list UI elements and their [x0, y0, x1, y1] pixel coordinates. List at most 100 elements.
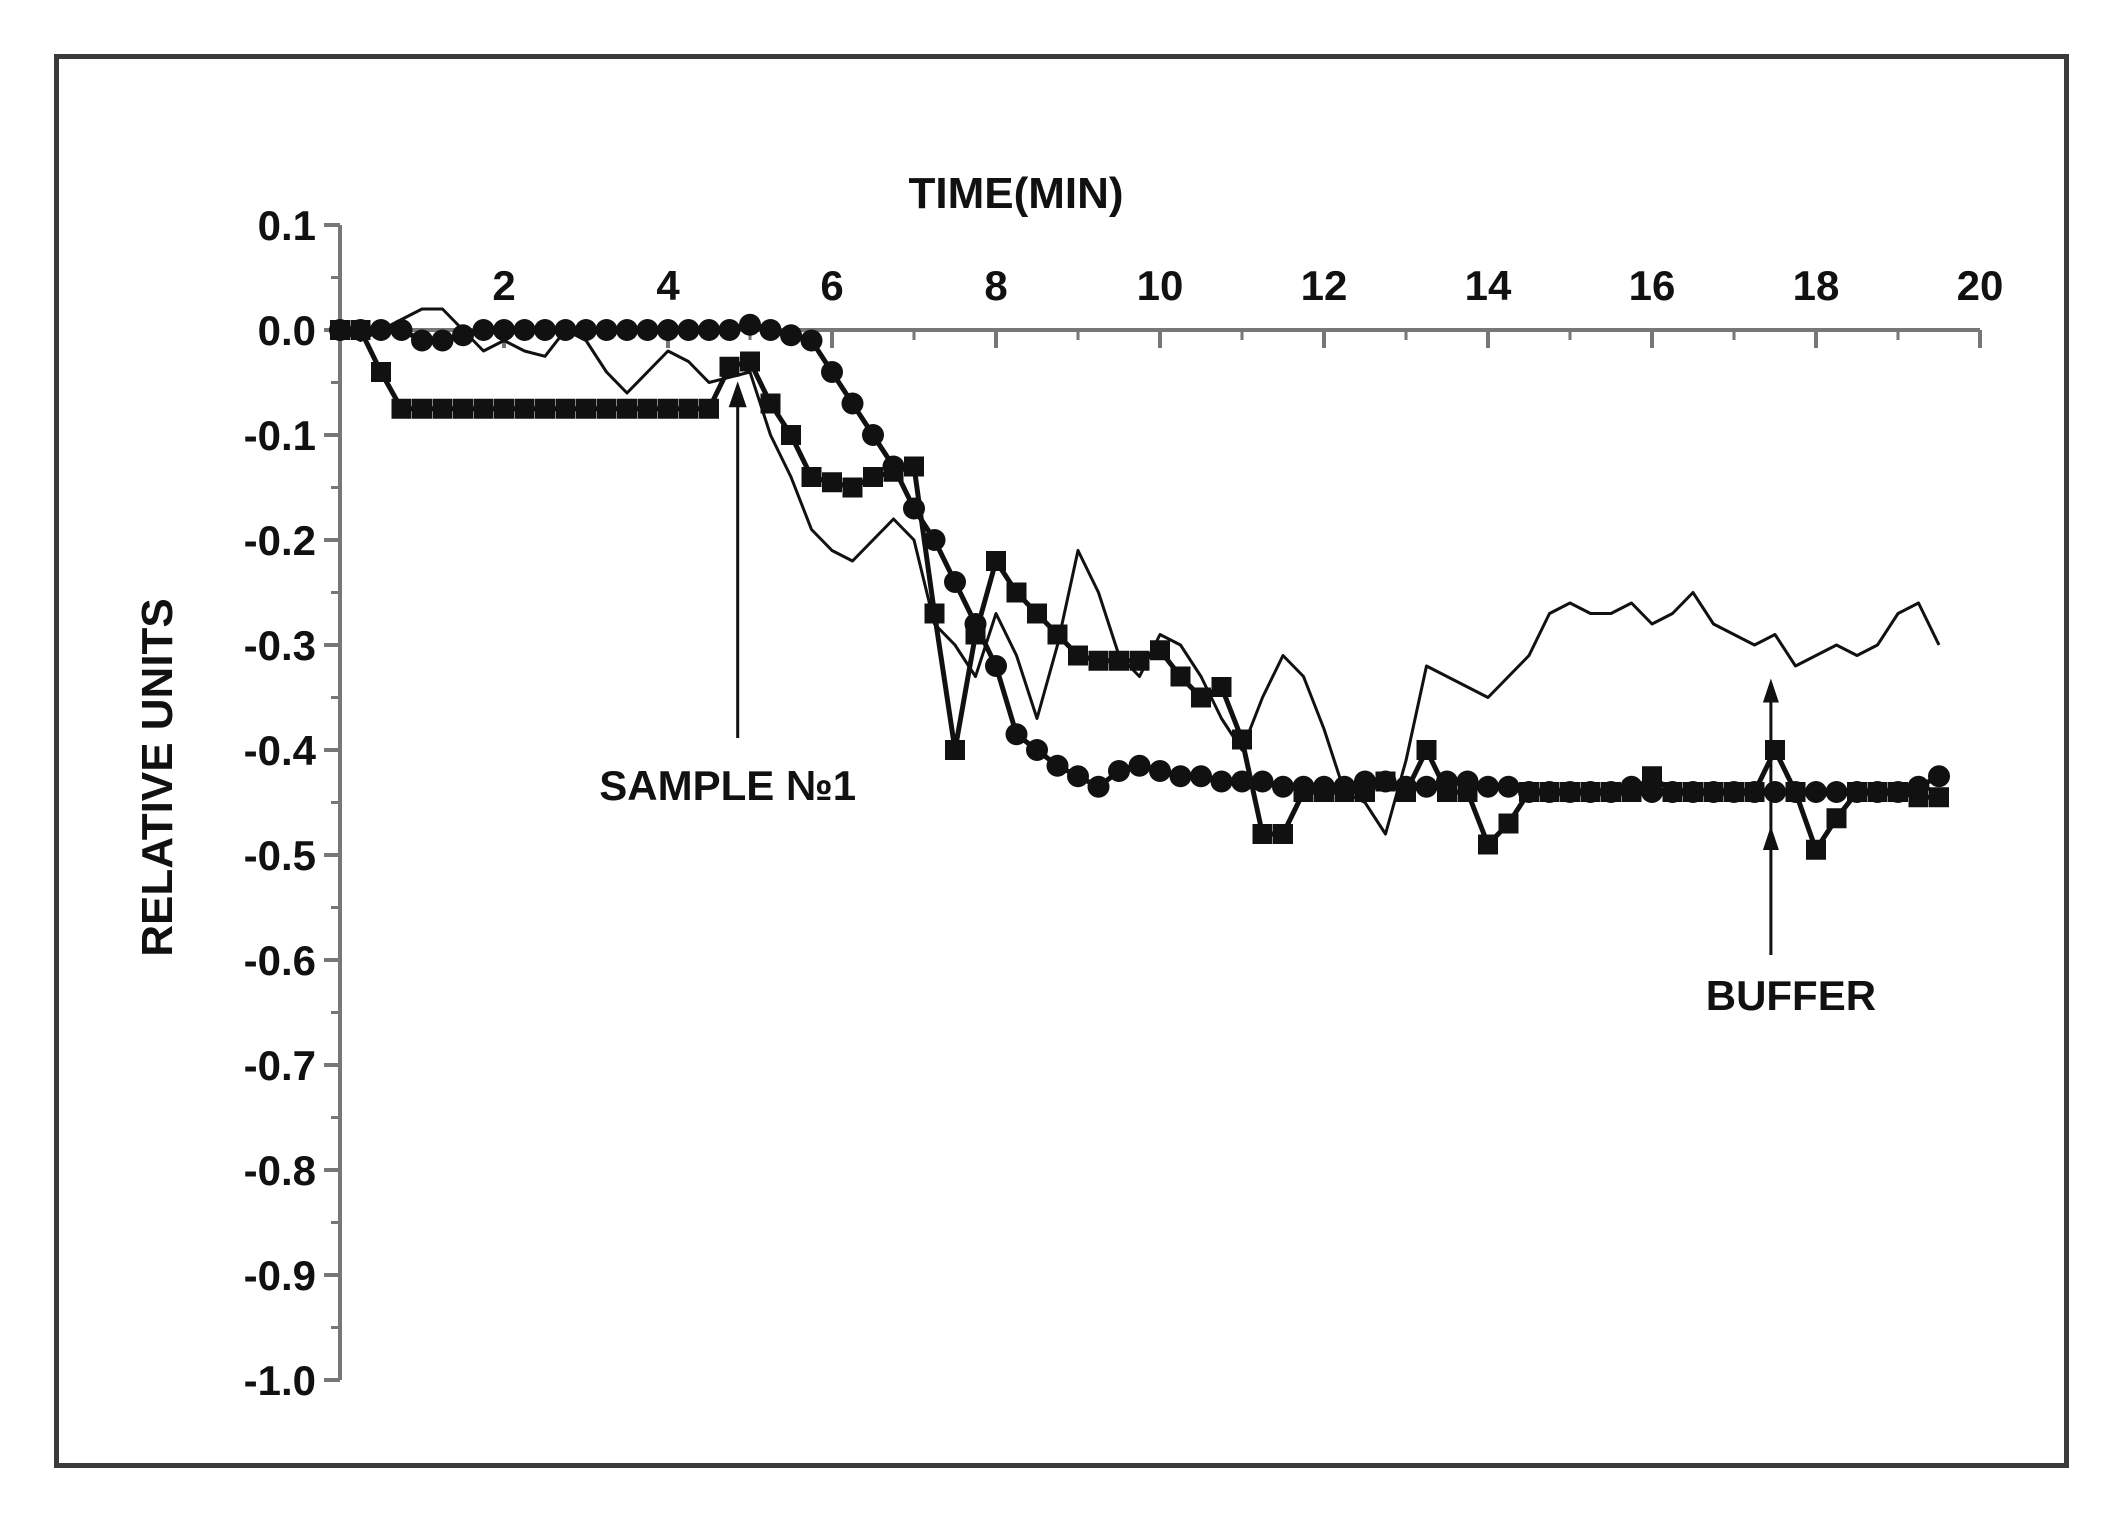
series-2-point	[1252, 824, 1273, 844]
series-2-point	[678, 398, 699, 419]
series-1-point	[862, 424, 884, 446]
series-1-point	[636, 319, 659, 341]
series-1-point	[985, 655, 1007, 677]
series-2-point	[1375, 771, 1396, 792]
series-1-point	[1764, 781, 1786, 803]
series-1-point	[1477, 775, 1499, 798]
series-1-point	[657, 319, 679, 341]
y-tick-label: -0.3	[244, 622, 316, 669]
series-2-point	[1929, 787, 1949, 808]
series-1-point	[411, 329, 433, 352]
series-2-point	[432, 398, 453, 419]
series-1-point	[944, 571, 966, 593]
series-2-point	[1109, 650, 1129, 671]
series-1-point	[1128, 754, 1151, 777]
series-1-point	[923, 529, 946, 551]
sample-arrow-head	[728, 381, 747, 408]
series-1-point	[1210, 770, 1233, 793]
series-2-point	[637, 398, 658, 419]
sample-annotation-label: SAMPLE №1	[599, 762, 856, 809]
series-1-point	[780, 324, 802, 347]
series-2-point	[514, 398, 535, 419]
y-tick-label: 0.1	[258, 202, 316, 249]
series-1-point	[1046, 754, 1069, 777]
x-tick-label: 4	[656, 262, 680, 309]
series-2-point	[371, 362, 391, 382]
x-tick-label: 12	[1301, 262, 1348, 309]
series-2-point	[473, 398, 494, 419]
series-1-point	[1497, 775, 1520, 798]
y-tick-label: -0.2	[244, 517, 316, 564]
series-2-point	[596, 398, 617, 419]
series-1-point	[1169, 765, 1192, 788]
series-1-point	[1641, 781, 1663, 803]
x-tick-label: 2	[492, 262, 515, 309]
series-2-point	[1765, 740, 1785, 760]
series-2-point	[555, 398, 576, 419]
series-1-point	[718, 319, 741, 341]
y-tick-label: -0.6	[244, 937, 316, 984]
series-1-point	[800, 329, 823, 352]
series-layer	[329, 307, 1950, 860]
series-1-point	[1067, 765, 1089, 788]
x-tick-label: 16	[1629, 262, 1676, 309]
series-2-point	[781, 425, 801, 445]
series-2-point	[801, 467, 822, 487]
series-1-point	[513, 319, 536, 341]
series-2-point	[719, 356, 740, 377]
series-2-point	[1273, 824, 1293, 844]
series-1-point	[575, 319, 597, 341]
y-axis-title: RELATIVE UNITS	[133, 598, 182, 957]
series-1-point	[1272, 775, 1294, 798]
series-1-point	[452, 324, 474, 347]
series-2-point	[1314, 782, 1334, 802]
series-1-point	[595, 319, 618, 341]
series-1-point	[1415, 775, 1438, 798]
series-2-point	[535, 398, 555, 419]
series-2-point	[1560, 782, 1580, 802]
series-1-point	[1005, 723, 1028, 746]
series-1-line	[340, 322, 1941, 795]
series-2-point	[945, 740, 965, 760]
annotations: SAMPLE №1 BUFFER	[599, 381, 1876, 1019]
series-2-point	[863, 467, 883, 487]
series-1-point	[739, 313, 761, 336]
series-2-point	[883, 461, 904, 482]
series-1-point	[534, 319, 556, 341]
y-tick-label: -0.7	[244, 1042, 316, 1089]
series-2-point	[1601, 782, 1621, 802]
series-1-point	[698, 319, 720, 341]
series-2-point	[822, 472, 842, 493]
series-2-point	[658, 398, 678, 419]
y-tick-label: -0.1	[244, 412, 316, 459]
series-2-point	[1170, 666, 1191, 687]
series-1-point	[821, 361, 843, 383]
series-2-point	[1806, 839, 1826, 860]
series-1-point	[1190, 765, 1212, 788]
series-1-point	[616, 319, 638, 341]
series-1-point	[493, 319, 515, 341]
series-2-point	[1908, 787, 1929, 808]
y-tick-label: -0.5	[244, 832, 316, 879]
series-2-point	[1826, 808, 1847, 829]
series-1-point	[390, 319, 413, 341]
series-2-point	[1580, 782, 1601, 802]
series-1-point	[677, 319, 700, 341]
series-2-point	[494, 398, 514, 419]
series-2-point	[1539, 782, 1560, 802]
series-1-point	[1149, 760, 1171, 782]
series-2-point	[1621, 782, 1642, 802]
series-2-point	[1211, 677, 1232, 697]
series-2-point	[617, 398, 637, 419]
series-2-point	[1478, 834, 1498, 855]
series-2-point	[1724, 782, 1744, 802]
series-2-point	[1498, 813, 1519, 834]
series-2-point	[904, 456, 924, 477]
series-2-point	[986, 551, 1006, 571]
series-2-point	[1068, 645, 1088, 666]
series-2-point	[1006, 582, 1027, 603]
series-2-point	[412, 398, 432, 419]
series-1-point	[1251, 770, 1274, 793]
series-1-point	[431, 329, 454, 352]
series-2-point	[1703, 782, 1724, 802]
